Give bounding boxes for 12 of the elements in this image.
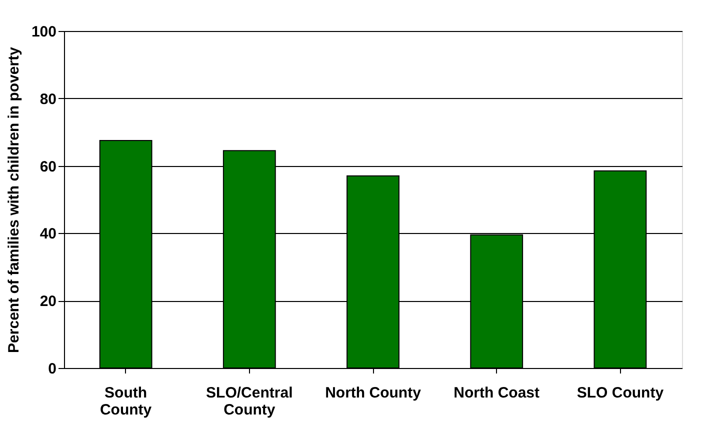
x-tick-label: North County — [325, 384, 422, 402]
y-tick-label: 100 — [31, 24, 56, 40]
y-tick-label: 0 — [48, 360, 56, 378]
y-tick-label: 20 — [40, 293, 56, 310]
x-tick-label: SLO County — [576, 384, 664, 402]
y-tick-label: 60 — [40, 158, 56, 176]
x-tick-label: South County — [100, 384, 152, 418]
y-axis-title: Percent of families with children in poverty — [5, 46, 22, 353]
y-tick-label: 80 — [40, 90, 56, 108]
y-tick-label: 40 — [40, 226, 56, 243]
x-tick-label: North Coast — [454, 384, 540, 402]
x-tick-label: SLO/Central County — [206, 384, 293, 418]
